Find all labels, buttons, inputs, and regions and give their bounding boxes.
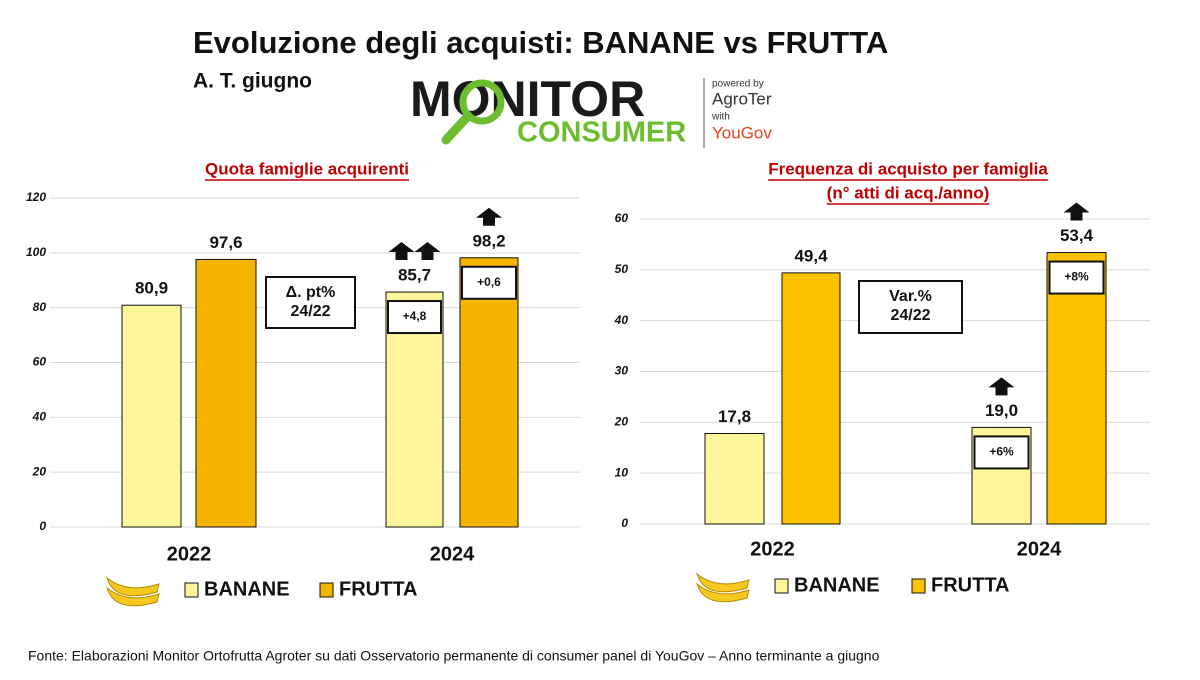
bar [121,304,182,528]
trend-arrow [476,207,502,226]
legend-swatch [911,578,926,594]
value-label: 19,0 [985,401,1018,420]
y-tick-label: 100 [26,245,46,259]
y-tick-label: 0 [621,516,628,530]
banana-icon [696,572,750,593]
value-label: 85,7 [398,266,431,285]
banana-icon [106,586,160,607]
y-tick-label: 10 [615,465,629,479]
y-tick-label: 40 [32,410,47,424]
value-label: 17,8 [718,407,751,426]
chart-title: Quota famiglie acquirenti [205,159,409,178]
main-title: Evoluzione degli acquisti: BANANE vs FRU… [193,25,888,60]
change-box [387,300,442,335]
value-label: 49,4 [794,246,828,265]
logo-lens [459,79,505,125]
x-tick-label: 2024 [430,543,475,565]
value-label: 98,2 [472,231,505,250]
bar [1046,252,1107,525]
value-label: 53,4 [1060,226,1094,245]
subtitle: A. T. giugno [193,70,312,93]
y-tick-label: 20 [32,464,47,478]
logo-monitor: MONITOR [410,71,645,127]
y-tick-label: 60 [33,355,47,369]
change-box [973,435,1030,470]
annotation-box [858,280,963,334]
trend-arrow [1063,202,1090,221]
legend-label: FRUTTA [931,574,1010,596]
change-label: +4,8 [403,309,427,323]
logo: MONITOR CONSUMER powered by AgroTer with… [410,71,772,148]
y-tick-label: 30 [615,364,629,378]
value-label: 97,6 [209,233,242,252]
annotation-text: Δ. pt% [286,284,336,301]
banana-icon [696,582,750,603]
y-tick-label: 60 [615,211,629,225]
y-tick-label: 0 [39,519,46,533]
y-tick-label: 80 [33,300,47,314]
legend-label: FRUTTA [339,578,418,600]
annotation-box [265,276,356,329]
x-tick-label: 2024 [1017,538,1062,560]
y-tick-label: 50 [615,262,629,276]
legend-swatch [774,578,789,594]
chart-title: (n° atti di acq./anno) [827,183,990,202]
annotation-text: 24/22 [290,303,330,320]
x-tick-label: 2022 [167,543,212,565]
change-box [461,265,517,300]
logo-yougov: YouGov [712,123,772,142]
bar [459,257,519,528]
change-label: +6% [989,445,1014,459]
logo-handle [441,111,473,145]
change-label: +0,6 [477,275,501,289]
annotation-text: Var.% [889,288,932,305]
banana-icon [106,576,160,597]
logo-agroter: AgroTer [712,89,772,108]
source-note: Fonte: Elaborazioni Monitor Ortofrutta A… [28,648,880,664]
bar [704,433,765,525]
legend-swatch [184,582,199,598]
annotation-text: 24/22 [890,307,930,324]
value-label: 80,9 [135,279,168,298]
legend-label: BANANE [794,574,880,596]
trend-arrow [414,242,441,261]
bar [781,272,841,525]
legend-swatch [319,582,334,598]
y-tick-label: 120 [26,190,46,204]
logo-powered: powered by [712,79,764,90]
legend-label: BANANE [204,578,290,600]
chart-title: Frequenza di acquisto per famiglia [768,159,1048,178]
trend-arrow [388,242,415,261]
bar [195,258,257,528]
change-box [1048,260,1105,295]
logo-with: with [711,112,730,123]
y-tick-label: 20 [614,415,629,429]
y-tick-label: 40 [614,313,629,327]
change-label: +8% [1064,270,1089,284]
x-tick-label: 2022 [750,538,795,560]
trend-arrow [988,377,1015,396]
logo-consumer: CONSUMER [517,117,686,149]
